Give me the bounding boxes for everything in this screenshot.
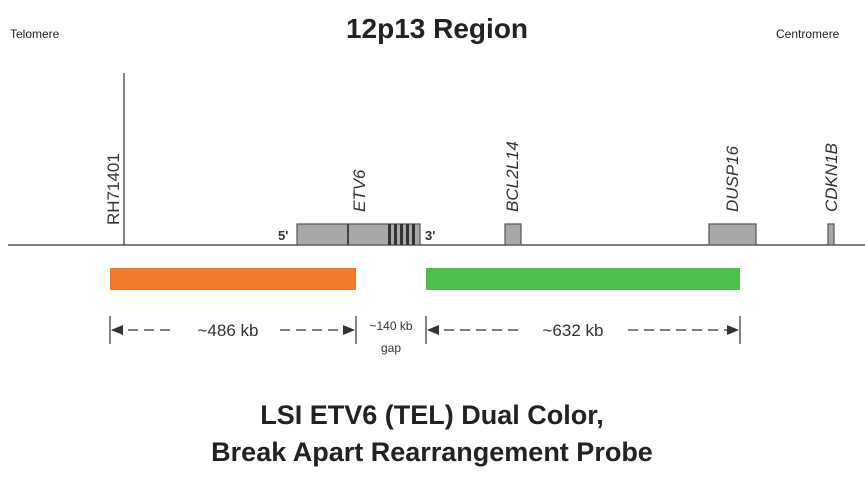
footer-line-1: LSI ETV6 (TEL) Dual Color, <box>260 400 604 430</box>
orange-probe-bar <box>110 268 356 290</box>
left-dimension-label: ~486 kb <box>198 321 259 340</box>
gap-size-label: ~140 kb <box>369 319 412 333</box>
etv6-three-prime-label: 3' <box>425 228 435 243</box>
footer-line-2: Break Apart Rearrangement Probe <box>211 437 653 467</box>
gene-label-etv6: ETV6 <box>350 169 369 212</box>
etv6-exon-stripes <box>388 224 415 245</box>
gene-label-rh71401: RH71401 <box>104 153 123 225</box>
green-probe-bar <box>426 268 740 290</box>
dusp16-gene-box <box>708 223 757 246</box>
region-title: 12p13 Region <box>346 13 528 44</box>
right-dimension-label: ~632 kb <box>543 321 604 340</box>
telomere-label: Telomere <box>10 27 60 41</box>
gene-label-bcl2l14: BCL2L14 <box>503 141 522 212</box>
bcl2l14-gene-box <box>504 223 522 246</box>
gene-label-dusp16: DUSP16 <box>723 145 742 212</box>
centromere-label: Centromere <box>776 27 840 41</box>
cdkn1b-gene-box <box>827 223 835 246</box>
etv6-five-prime-label: 5' <box>278 228 288 243</box>
dimension-ticks <box>109 316 741 344</box>
gap-word-label: gap <box>381 341 401 355</box>
gene-label-cdkn1b: CDKN1B <box>822 143 841 212</box>
